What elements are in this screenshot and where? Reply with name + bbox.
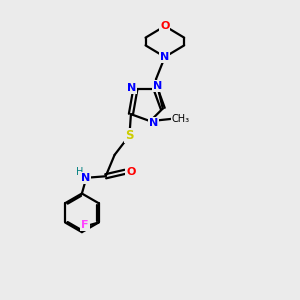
Text: O: O bbox=[160, 21, 170, 31]
Text: O: O bbox=[126, 167, 136, 177]
Text: N: N bbox=[153, 81, 162, 92]
Text: N: N bbox=[81, 173, 90, 183]
Text: F: F bbox=[81, 220, 89, 230]
Text: CH₃: CH₃ bbox=[171, 114, 190, 124]
Text: N: N bbox=[127, 83, 136, 93]
Text: S: S bbox=[125, 129, 134, 142]
Text: H: H bbox=[76, 167, 83, 177]
Text: N: N bbox=[149, 118, 158, 128]
Text: N: N bbox=[160, 52, 170, 62]
